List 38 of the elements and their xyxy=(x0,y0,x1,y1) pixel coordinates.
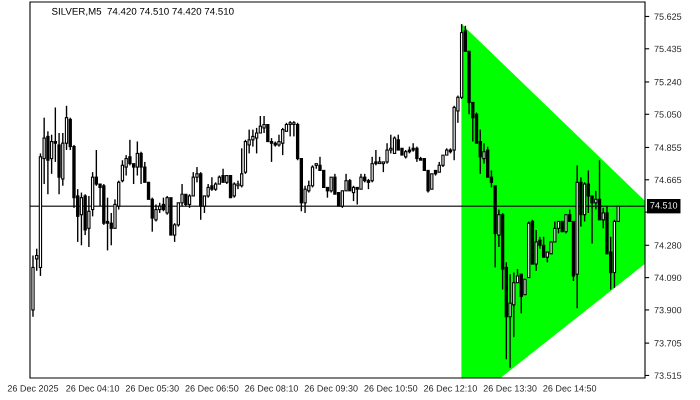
candlestick xyxy=(430,173,434,190)
x-tick-label: 26 Dec 04:10 xyxy=(66,385,120,392)
candlestick xyxy=(310,164,314,188)
y-tick-label: 74.090 xyxy=(654,274,682,281)
y-tick-label: 75.050 xyxy=(654,111,682,118)
candlestick xyxy=(329,176,333,194)
y-tick-label: 75.240 xyxy=(654,78,682,86)
y-tick-label: 73.515 xyxy=(654,372,682,379)
candlestick xyxy=(564,214,568,234)
x-tick-label: 26 Dec 05:30 xyxy=(126,385,179,392)
x-tick-label: 26 Dec 06:50 xyxy=(185,385,238,392)
ref-line-label: 74.510 xyxy=(650,202,678,209)
candlestick xyxy=(359,173,363,190)
x-tick-label: 26 Dec 08:10 xyxy=(245,385,298,392)
x-tick-label: 26 Dec 2025 xyxy=(8,385,58,392)
y-tick-label: 74.280 xyxy=(654,242,682,249)
candlestick xyxy=(542,236,546,258)
x-tick-label: 26 Dec 14:50 xyxy=(543,385,596,392)
x-tick-label: 26 Dec 10:50 xyxy=(364,385,418,392)
x-tick-label: 26 Dec 09:30 xyxy=(304,385,358,392)
candlestick xyxy=(288,120,292,138)
candlestick xyxy=(136,140,140,176)
candlestick xyxy=(139,151,143,185)
y-tick-label: 74.855 xyxy=(654,144,682,151)
candlestick xyxy=(415,146,419,163)
candlestick xyxy=(228,174,232,198)
candlestick xyxy=(281,127,284,156)
y-tick-label: 75.625 xyxy=(654,13,682,20)
x-tick-label: 26 Dec 12:10 xyxy=(424,385,477,392)
candlestick xyxy=(254,127,258,154)
y-tick-label: 75.435 xyxy=(654,46,682,52)
text: SILVER,M5 74.420 74.510 74.420 74.510 xyxy=(52,8,234,16)
candlestick xyxy=(221,168,225,184)
y-tick-label: 73.900 xyxy=(654,306,682,314)
x-tick-label: 26 Dec 13:30 xyxy=(484,385,537,392)
y-tick-label: 74.665 xyxy=(654,176,682,184)
candlestick xyxy=(392,136,396,154)
y-tick-label: 73.705 xyxy=(654,340,682,346)
